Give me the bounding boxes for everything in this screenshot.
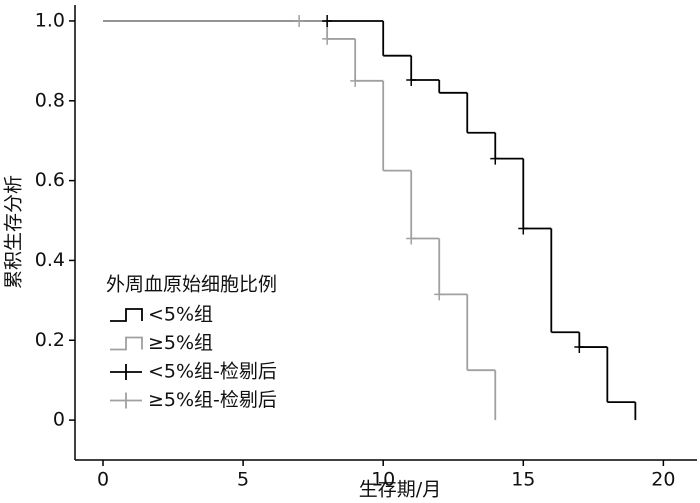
censor-mark	[406, 74, 417, 87]
x-tick-label: 0	[97, 469, 109, 491]
y-tick-label: 0	[53, 409, 65, 431]
y-axis-label: 累积生存分析	[3, 175, 25, 289]
x-tick-label: 5	[237, 469, 249, 491]
x-axis-label: 生存期/月	[359, 479, 441, 501]
y-tick-label: 0.4	[35, 249, 65, 271]
y-tick-label: 0.8	[35, 89, 65, 111]
y-tick-label: 1.0	[35, 9, 65, 31]
censor-mark	[518, 222, 529, 235]
censor-mark	[490, 152, 501, 165]
legend-label: <5%组-检剔后	[148, 361, 277, 383]
y-tick-label: 0.6	[35, 169, 65, 191]
y-tick-label: 0.2	[35, 329, 65, 351]
legend-label: ≥5%组-检剔后	[148, 389, 277, 411]
x-tick-label: 15	[511, 469, 535, 491]
legend-swatch	[110, 364, 142, 380]
censor-mark	[294, 14, 305, 27]
legend-label: ≥5%组	[148, 332, 213, 354]
legend-title: 外周血原始细胞比例	[106, 274, 277, 296]
censor-mark	[574, 341, 585, 354]
legend-label: <5%组	[148, 304, 213, 326]
censor-mark	[434, 288, 445, 301]
legend-swatch	[110, 308, 143, 322]
legend-swatch	[110, 392, 142, 409]
x-tick-label: 10	[371, 469, 395, 491]
censor-mark	[322, 32, 333, 45]
censor-mark	[322, 14, 333, 27]
legend-swatch	[110, 336, 143, 351]
censor-mark	[406, 232, 417, 245]
x-tick-label: 20	[651, 469, 675, 491]
censor-mark	[350, 74, 361, 87]
